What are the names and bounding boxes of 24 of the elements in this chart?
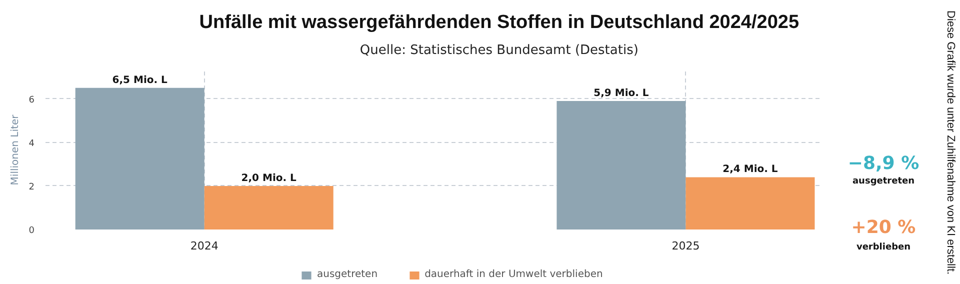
text: −8,9 % xyxy=(848,153,920,174)
y-tick-label: 2 xyxy=(28,182,35,192)
data-label: 2,0 Mio. L xyxy=(241,172,298,184)
bar xyxy=(204,186,334,230)
text: ausgetreten xyxy=(852,176,915,186)
bar xyxy=(75,88,204,230)
y-tick-label: 4 xyxy=(28,138,35,149)
bar xyxy=(556,100,686,230)
legend-label: ausgetreten xyxy=(317,269,378,280)
data-label: 5,9 Mio. L xyxy=(594,88,650,99)
y-tick-label: 0 xyxy=(28,226,35,236)
y-tick-label: 6 xyxy=(28,95,35,106)
chart-title: Unfälle mit wassergefährdenden Stoffen in Deutschland 2024/2025 xyxy=(199,12,800,33)
legend-label: dauerhaft in der Umwelt verblieben xyxy=(424,269,603,280)
text: Diese Grafik wurde unter Zuhilfenahme von KI erstellt. xyxy=(944,10,956,275)
text: verblieben xyxy=(856,242,911,252)
text: +20 % xyxy=(851,217,916,238)
x-tick-label: 2025 xyxy=(672,240,700,252)
y-axis-title: Millionen Liter xyxy=(10,114,21,186)
bar xyxy=(686,177,815,230)
data-label: 6,5 Mio. L xyxy=(112,74,168,86)
data-label: 2,4 Mio. L xyxy=(722,164,778,176)
x-tick-label: 2024 xyxy=(190,240,218,252)
chart-subtitle: Quelle: Statistisches Bundesamt (Destatis) xyxy=(360,43,638,58)
